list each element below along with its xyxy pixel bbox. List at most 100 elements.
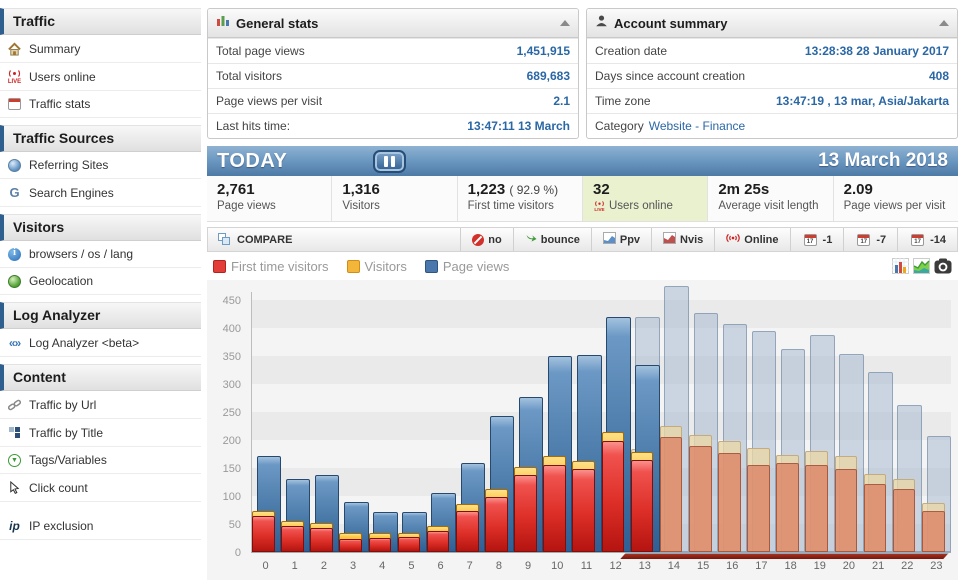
stat-cell-page-views-per-visit: 2.09 Page views per visit (832, 176, 958, 221)
bar-group-hour-12[interactable] (601, 292, 631, 552)
area-chart-view-icon[interactable] (913, 258, 930, 274)
bar-group-hour-7[interactable] (455, 292, 485, 552)
sidebar-item-label: IP exclusion (29, 518, 94, 533)
x-axis-label: 4 (379, 560, 386, 572)
row-label: Total page views (216, 44, 305, 58)
sidebar-item-log-analyzer[interactable]: Log Analyzer <beta> (0, 329, 201, 357)
compare-button-nvis[interactable]: Nvis (651, 228, 714, 251)
y-axis-label: 250 (222, 407, 241, 420)
bar-group-hour-22[interactable] (882, 292, 922, 559)
sidebar-item-label: Geolocation (29, 274, 94, 288)
calendar-icon (8, 98, 21, 110)
bar-group-hour-11[interactable] (572, 292, 602, 552)
y-axis-label: 450 (222, 295, 241, 308)
legend-item-visitors[interactable]: Visitors (346, 259, 407, 274)
compare-button-minus-14[interactable]: 17 -14 (897, 228, 957, 251)
sidebar-item-label: Log Analyzer <beta> (29, 335, 140, 350)
svg-text:LIVE: LIVE (8, 79, 21, 84)
bar-group-hour-3[interactable] (339, 292, 369, 552)
row-value: 13:47:19 , 13 mar, Asia/Jakarta (775, 94, 949, 108)
legend-item-page-views[interactable]: Page views (424, 259, 509, 274)
sidebar-item-traffic-by-url[interactable]: Traffic by Url (0, 391, 201, 419)
sidebar-item-ip-exclusion[interactable]: IP exclusion (0, 512, 201, 540)
stat-value: 2,761 (217, 181, 255, 198)
pause-button[interactable] (373, 149, 407, 173)
sidebar-item-traffic-stats[interactable]: Traffic stats (0, 91, 201, 118)
bar-group-hour-10[interactable] (543, 292, 573, 552)
ftv-bar (455, 511, 479, 552)
sidebar-item-label: Search Engines (29, 185, 114, 200)
bar-group-hour-16[interactable] (707, 292, 748, 559)
bar-group-hour-13[interactable] (619, 292, 660, 559)
bar-group-hour-17[interactable] (736, 292, 777, 559)
sidebar-item-summary[interactable]: Summary (0, 35, 201, 63)
pause-icon (391, 155, 396, 167)
bar-group-hour-9[interactable] (514, 292, 544, 552)
bar-group-hour-23[interactable] (911, 292, 951, 559)
bar-group-hour-20[interactable] (823, 292, 864, 559)
bar-group-hour-1[interactable] (281, 292, 311, 552)
legend-item-first-time-visitors[interactable]: First time visitors (213, 259, 329, 274)
bar-group-hour-6[interactable] (426, 292, 456, 552)
bar-group-hour-14[interactable] (649, 285, 689, 559)
main-content: General stats Total page views 1,451,915… (201, 0, 965, 580)
compare-button-ppv[interactable]: Ppv (590, 228, 651, 251)
x-axis-label: 0 (262, 560, 269, 572)
bar-group-hour-2[interactable] (310, 292, 340, 552)
ftv-ghost-bar (863, 483, 887, 552)
category-link[interactable]: Website - Finance (648, 119, 746, 133)
ftv-bar (339, 538, 363, 552)
stat-row-page-views-per-visit: Page views per visit 2.1 (208, 88, 578, 113)
compare-button-online[interactable]: Online (714, 228, 789, 251)
sidebar-item-users-online[interactable]: LIVE Users online (0, 63, 201, 91)
row-label: Page views per visit (216, 94, 323, 108)
bar-group-hour-15[interactable] (678, 292, 718, 559)
compare-button-bounce[interactable]: bounce (512, 228, 591, 251)
ftv-ghost-bar (688, 445, 712, 552)
account-row-time-zone: Time zone 13:47:19 , 13 mar, Asia/Jakart… (587, 88, 957, 113)
ftv-bar (601, 441, 625, 552)
sidebar-item-search-engines[interactable]: Search Engines (0, 179, 201, 207)
sidebar-item-geolocation[interactable]: Geolocation (0, 268, 201, 295)
general-stats-header[interactable]: General stats (208, 9, 578, 38)
collapse-chevron-icon[interactable] (939, 20, 949, 26)
panel-title: Account summary (614, 15, 728, 31)
ftv-bar (310, 527, 333, 552)
compare-button-no[interactable]: no (460, 228, 512, 251)
camera-icon[interactable] (934, 258, 952, 274)
sidebar-item-referring-sites[interactable]: Referring Sites (0, 152, 201, 179)
bar-chart-view-icon[interactable] (892, 258, 909, 274)
bar-group-hour-4[interactable] (368, 292, 398, 552)
x-axis-label: 23 (930, 560, 943, 572)
panel-title: General stats (236, 15, 319, 31)
globe-icon (8, 158, 21, 172)
compare-button-minus-1[interactable]: 17 -1 (789, 228, 844, 251)
stat-cell-page-views: 2,761 Page views (207, 176, 331, 221)
stat-value: 2m 25s (718, 181, 770, 198)
stat-label: Page views (217, 200, 276, 212)
today-stats-row: 2,761 Page views 1,316 Visitors 1,223 ( … (207, 176, 958, 222)
account-summary-header[interactable]: Account summary (587, 9, 957, 38)
bar-group-hour-18[interactable] (765, 292, 806, 559)
sidebar-section-log-analyzer: Log Analyzer (0, 302, 201, 329)
collapse-chevron-icon[interactable] (560, 20, 570, 26)
sidebar-item-traffic-by-title[interactable]: Traffic by Title (0, 419, 201, 447)
stat-row-total-visitors: Total visitors 689,683 (208, 63, 578, 88)
chart-legend: First time visitors Visitors Page views (207, 252, 958, 280)
bar-group-hour-21[interactable] (852, 292, 893, 559)
compare-button-minus-7[interactable]: 17 -7 (843, 228, 897, 251)
account-row-days-since-creation: Days since account creation 408 (587, 63, 957, 88)
sidebar-item-browsers-os-lang[interactable]: browsers / os / lang (0, 241, 201, 268)
today-date: 13 March 2018 (818, 150, 948, 171)
sidebar-item-click-count[interactable]: Click count (0, 474, 201, 502)
y-axis-label: 300 (222, 379, 241, 392)
account-summary-panel: Account summary Creation date 13:28:38 2… (586, 8, 958, 139)
sidebar-item-tags-variables[interactable]: Tags/Variables (0, 447, 201, 474)
bar-group-hour-5[interactable] (397, 292, 427, 552)
sidebar-section-traffic: Traffic (0, 8, 201, 35)
ftv-bar (630, 460, 654, 552)
bar-group-hour-19[interactable] (794, 292, 835, 559)
bar-group-hour-0[interactable] (252, 292, 282, 552)
bar-group-hour-8[interactable] (485, 292, 515, 552)
